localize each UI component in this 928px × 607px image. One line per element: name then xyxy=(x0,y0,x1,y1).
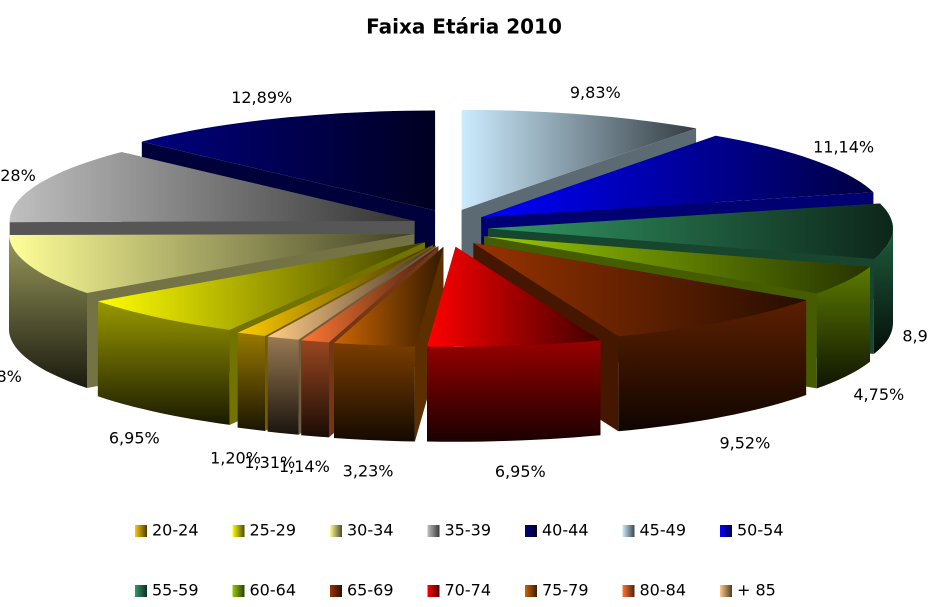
legend-label: 25-29 xyxy=(250,521,297,540)
slice-wall xyxy=(427,340,601,442)
legend-label: 20-24 xyxy=(152,521,199,540)
legend-label: 30-34 xyxy=(347,521,394,540)
legend-swatch xyxy=(428,585,440,597)
legend-swatch xyxy=(720,585,732,597)
legend-label: 75-79 xyxy=(542,581,589,600)
legend-label: + 85 xyxy=(737,581,776,600)
data-label: 9,52% xyxy=(719,434,770,453)
legend-swatch xyxy=(525,525,537,537)
data-label: 9,83% xyxy=(570,83,621,102)
legend-label: 60-64 xyxy=(250,581,297,600)
legend: 20-24 25-29 30-34 35-39 40-44 45-49 50-54 55-59… xyxy=(135,521,784,600)
legend-swatch xyxy=(428,525,440,537)
data-label: 12,89% xyxy=(231,88,292,107)
legend-swatch xyxy=(135,525,147,537)
legend-label: 45-49 xyxy=(640,521,687,540)
data-label: 6,95% xyxy=(109,428,160,447)
legend-swatch xyxy=(330,525,342,537)
legend-swatch xyxy=(135,585,147,597)
chart-title: Faixa Etária 2010 xyxy=(366,15,562,39)
legend-label: 40-44 xyxy=(542,521,589,540)
data-label: 8,94% xyxy=(902,326,928,345)
legend-swatch xyxy=(233,525,245,537)
slice-wall xyxy=(268,337,299,435)
slice-wall xyxy=(238,333,265,431)
data-label: 11,14% xyxy=(813,138,874,157)
data-label: 3,23% xyxy=(343,461,394,480)
pie: 1,20%6,95%9,88%12,28%12,89%9,83%11,14%8,… xyxy=(0,83,928,481)
legend-swatch xyxy=(330,585,342,597)
legend-label: 55-59 xyxy=(152,581,199,600)
legend-label: 65-69 xyxy=(347,581,394,600)
legend-label: 35-39 xyxy=(445,521,492,540)
data-label: 6,95% xyxy=(495,462,546,481)
legend-swatch xyxy=(623,585,635,597)
data-label: 9,88% xyxy=(0,367,22,386)
legend-label: 70-74 xyxy=(445,581,492,600)
slice-wall xyxy=(301,340,329,437)
legend-swatch xyxy=(525,585,537,597)
legend-swatch xyxy=(233,585,245,597)
data-label: 4,75% xyxy=(853,385,904,404)
legend-label: 80-84 xyxy=(640,581,687,600)
slice-wall xyxy=(334,343,415,442)
legend-swatch xyxy=(720,525,732,537)
data-label: 12,28% xyxy=(0,166,36,185)
legend-label: 50-54 xyxy=(737,521,784,540)
legend-swatch xyxy=(623,525,635,537)
data-label: 1,31% xyxy=(244,453,295,472)
